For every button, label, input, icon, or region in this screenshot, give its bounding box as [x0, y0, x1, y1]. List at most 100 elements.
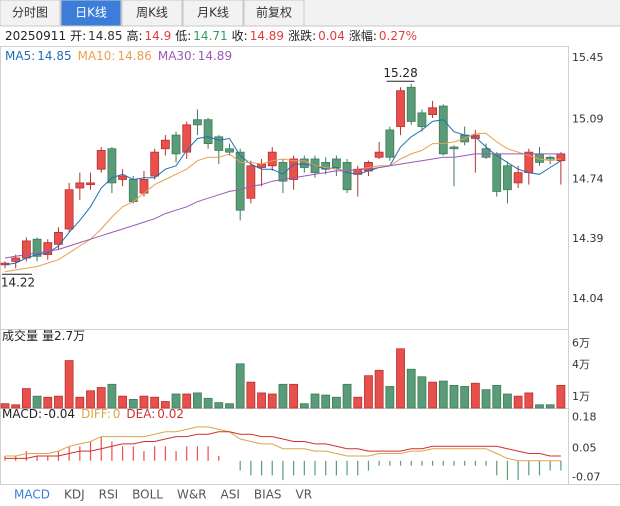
candle-body: [289, 158, 299, 180]
ma-legend-value: 14.89: [198, 49, 232, 63]
y-tick-label: 14.39: [572, 232, 604, 245]
info-label: 开:: [70, 29, 86, 43]
indicator-tab[interactable]: BOLL: [132, 488, 163, 502]
volume-bar: [524, 392, 534, 409]
y-tick-label: 14.04: [572, 292, 604, 305]
volume-bar: [289, 383, 299, 409]
ma-legend-value: 14.86: [117, 49, 151, 63]
candle-body: [481, 148, 491, 158]
candle-body: [331, 158, 341, 168]
tab[interactable]: [0, 0, 61, 27]
info-label: 高:: [126, 28, 142, 43]
volume-bar: [54, 395, 63, 409]
info-label: 收:: [232, 29, 248, 43]
candle-body: [406, 86, 416, 122]
volume-bar: [428, 381, 438, 409]
volume-bar: [118, 395, 127, 409]
indicator-tab[interactable]: KDJ: [64, 488, 85, 502]
annotation-label: 14.22: [1, 276, 35, 290]
volume-bar: [353, 396, 363, 409]
tab-label[interactable]: 日K线: [75, 6, 107, 20]
volume-bar: [513, 395, 523, 409]
macd-legend-value: 0: [113, 407, 121, 421]
volume-header: 成交量 量2.7万: [2, 328, 85, 343]
volume-bar: [396, 348, 405, 409]
candle-body: [171, 134, 181, 155]
volume-bar: [150, 396, 160, 409]
candle-body: [492, 153, 502, 192]
candle-body: [449, 146, 459, 150]
tab[interactable]: [121, 0, 183, 27]
volume-bar: [417, 376, 427, 409]
candle-body: [299, 158, 309, 168]
volume-bar: [449, 384, 459, 409]
ma-legend: MA5: 14.85 MA10: 14.86 MA30: 14.89: [5, 49, 232, 63]
candle-body: [246, 165, 256, 199]
volume-bar: [225, 403, 234, 409]
volume-bar: [193, 392, 202, 409]
volume-bar: [481, 389, 491, 409]
y-tick-label: 15.45: [572, 51, 604, 64]
indicator-tab[interactable]: W&R: [177, 488, 207, 502]
candle-body: [11, 257, 21, 262]
macd-label: MACD:: [2, 407, 42, 421]
volume-bar: [535, 404, 544, 409]
candle-body: [374, 151, 384, 158]
ma-line: [4, 132, 561, 273]
macd-tick-label: 0.18: [572, 410, 597, 423]
info-label: 低:: [175, 29, 191, 43]
indicator-tab[interactable]: RSI: [99, 488, 119, 502]
volume-bar: [182, 393, 192, 409]
ma-line: [4, 153, 561, 259]
info-label: 涨跌:: [288, 28, 316, 43]
volume-bar: [107, 383, 117, 409]
volume-tick-label: 6万: [572, 336, 590, 349]
tab[interactable]: [60, 0, 122, 27]
tab-label[interactable]: 分时图: [12, 6, 48, 20]
info-value: 0.27%: [379, 29, 417, 43]
volume-bar: [96, 387, 106, 409]
candle-body: [54, 231, 63, 245]
tab-label[interactable]: 周K线: [136, 6, 168, 20]
volume-bar: [364, 375, 373, 409]
candle-body: [75, 182, 85, 189]
macd-legend-label: DIFF:: [81, 407, 111, 421]
ma-legend-label: MA5:: [5, 49, 35, 63]
tab[interactable]: [243, 0, 305, 27]
candle-body: [86, 182, 95, 185]
volume-bar: [545, 404, 555, 409]
tab-label[interactable]: 月K线: [197, 6, 229, 20]
volume-bar: [278, 383, 288, 409]
candle-body: [96, 150, 106, 170]
volume-title: 成交量: [2, 328, 38, 343]
indicator-tab[interactable]: BIAS: [254, 488, 282, 502]
volume-bar: [64, 360, 74, 409]
volume-bar: [203, 397, 213, 409]
indicator-tab[interactable]: ASI: [221, 488, 240, 502]
candle-body: [128, 179, 138, 203]
indicator-tab[interactable]: VR: [296, 488, 313, 502]
volume-tick-label: 4万: [572, 358, 590, 371]
volume-bar: [556, 384, 566, 409]
candle-body: [235, 151, 245, 211]
volume-bar: [299, 403, 309, 409]
volume-bar: [160, 401, 170, 409]
indicator-tab[interactable]: MACD: [14, 488, 50, 502]
annotation-label: 15.28: [383, 66, 417, 80]
candle-body: [513, 172, 523, 184]
volume-bar: [385, 386, 395, 409]
tab-label[interactable]: 前复权: [256, 5, 292, 20]
macd-line: [5, 431, 561, 459]
candle-body: [385, 129, 395, 158]
candle-body: [203, 119, 213, 145]
volume-bar: [128, 398, 138, 409]
info-value: 14.85: [88, 29, 122, 43]
volume-bar: [21, 388, 31, 409]
tab[interactable]: [182, 0, 244, 27]
volume-bar: [374, 369, 384, 409]
volume-bar: [32, 395, 42, 409]
candle-body: [438, 105, 448, 155]
volume-bar: [246, 381, 256, 409]
y-tick-label: 15.09: [572, 113, 604, 126]
